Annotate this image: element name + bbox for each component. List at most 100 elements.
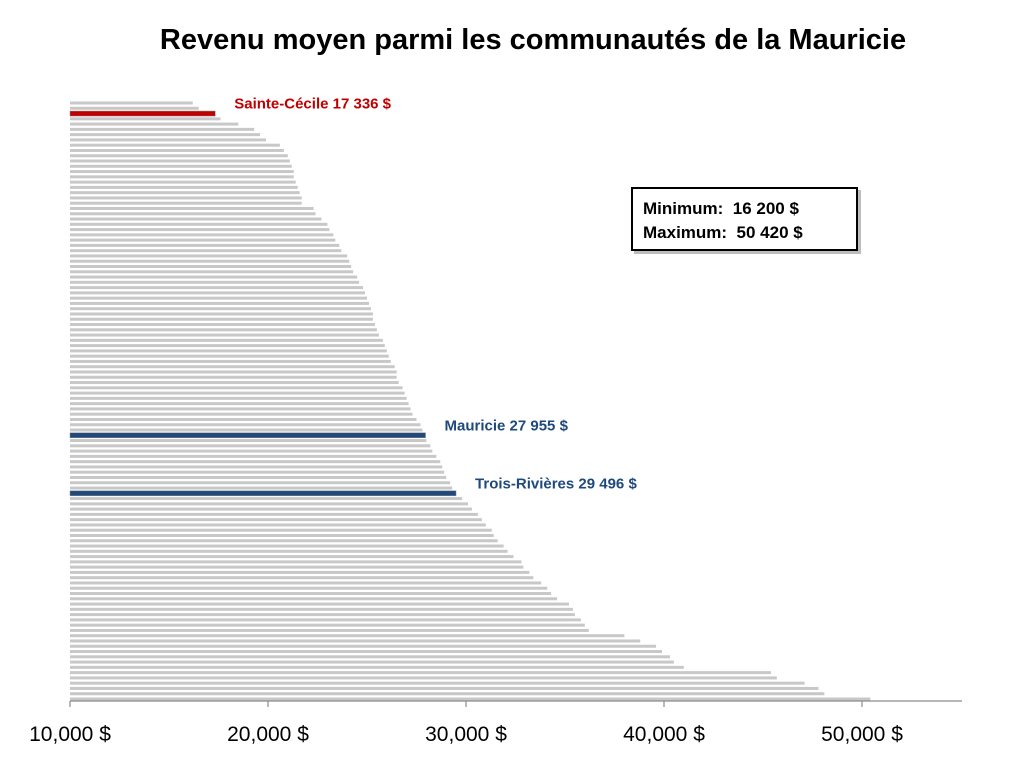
bar-highlight [69,110,216,117]
bar [70,323,375,327]
bar [70,417,417,421]
bar [70,222,328,226]
bar [70,481,451,485]
bar [70,539,498,543]
x-tick-label: 30,000 $ [425,723,507,746]
bar [70,697,871,701]
bar [70,243,340,247]
bar [70,381,399,385]
bar [70,127,255,131]
bar [70,170,294,174]
bar [70,586,548,590]
bar [70,301,369,305]
maximum-label: Maximum: [643,223,728,242]
bar [70,592,552,596]
bar [70,623,585,627]
bar [70,613,575,617]
bar [70,507,472,511]
bar [70,206,314,210]
bar [70,512,478,516]
bar [70,602,569,606]
bar [70,639,641,643]
bar [70,328,377,332]
bar [70,201,302,205]
bar [70,576,534,580]
bar [70,217,322,221]
bar [70,180,296,184]
bar [70,344,385,348]
bar [70,533,494,537]
bar [70,233,334,237]
callout-label: Sainte-Cécile 17 336 $ [234,96,391,113]
bar [70,570,530,574]
bar [70,449,433,453]
maximum-value: 50 420 $ [736,223,803,242]
bar [70,475,447,479]
bar [70,676,777,680]
bar [70,254,348,258]
x-tick-label: 20,000 $ [227,723,309,746]
bar [70,154,288,158]
bar [70,486,453,490]
bar [70,148,284,152]
callouts-group: Sainte-Cécile 17 336 $ Mauricie 27 955 $ T… [234,96,637,493]
bar [70,359,391,363]
bar [70,175,294,179]
bar [70,338,383,342]
bar [70,370,397,374]
bar [70,671,771,675]
x-tick-label: 50,000 $ [821,723,903,746]
bar [70,228,330,232]
bar [70,565,524,569]
bar [70,518,482,522]
bar [70,164,292,168]
bar [70,275,358,279]
bar [70,365,395,369]
bar [70,391,405,395]
bar [70,317,373,321]
bar [70,423,421,427]
bar [70,402,409,406]
bar [70,106,199,110]
bar [70,396,407,400]
bar [70,307,371,311]
bar [70,644,657,648]
bar [70,101,193,105]
bar [70,238,336,242]
bar [70,618,581,622]
bar [70,270,354,274]
callout-label: Mauricie 27 955 $ [445,417,569,434]
bar [70,312,373,316]
bar [70,660,674,664]
bar [70,185,298,189]
bar [70,265,352,269]
bar-highlight [69,490,457,497]
bar [70,386,403,390]
bar [70,122,239,126]
bar [70,428,423,432]
bar [70,291,366,295]
bar [70,280,360,284]
bar [70,655,670,659]
bar [70,212,316,216]
chart-title: Revenu moyen parmi les communautés de la… [159,24,907,56]
bar [70,681,805,685]
bar [70,607,573,611]
bar [70,560,522,564]
minimum-label: Minimum: [643,199,724,218]
x-tick-label: 40,000 $ [623,723,705,746]
bar [70,665,684,669]
bar [70,191,300,195]
min-max-box: Minimum: 16 200 $ Maximum: 50 420 $ [631,187,858,251]
bar [70,196,302,200]
bar [70,375,397,379]
bar [70,528,492,532]
bar [70,634,625,638]
bar [70,444,431,448]
bar [70,117,221,121]
callout-label: Trois-Rivières 29 496 $ [475,475,637,492]
bar [70,465,443,469]
minimum-line: Minimum: 16 200 $ [643,197,856,221]
bar [70,544,504,548]
